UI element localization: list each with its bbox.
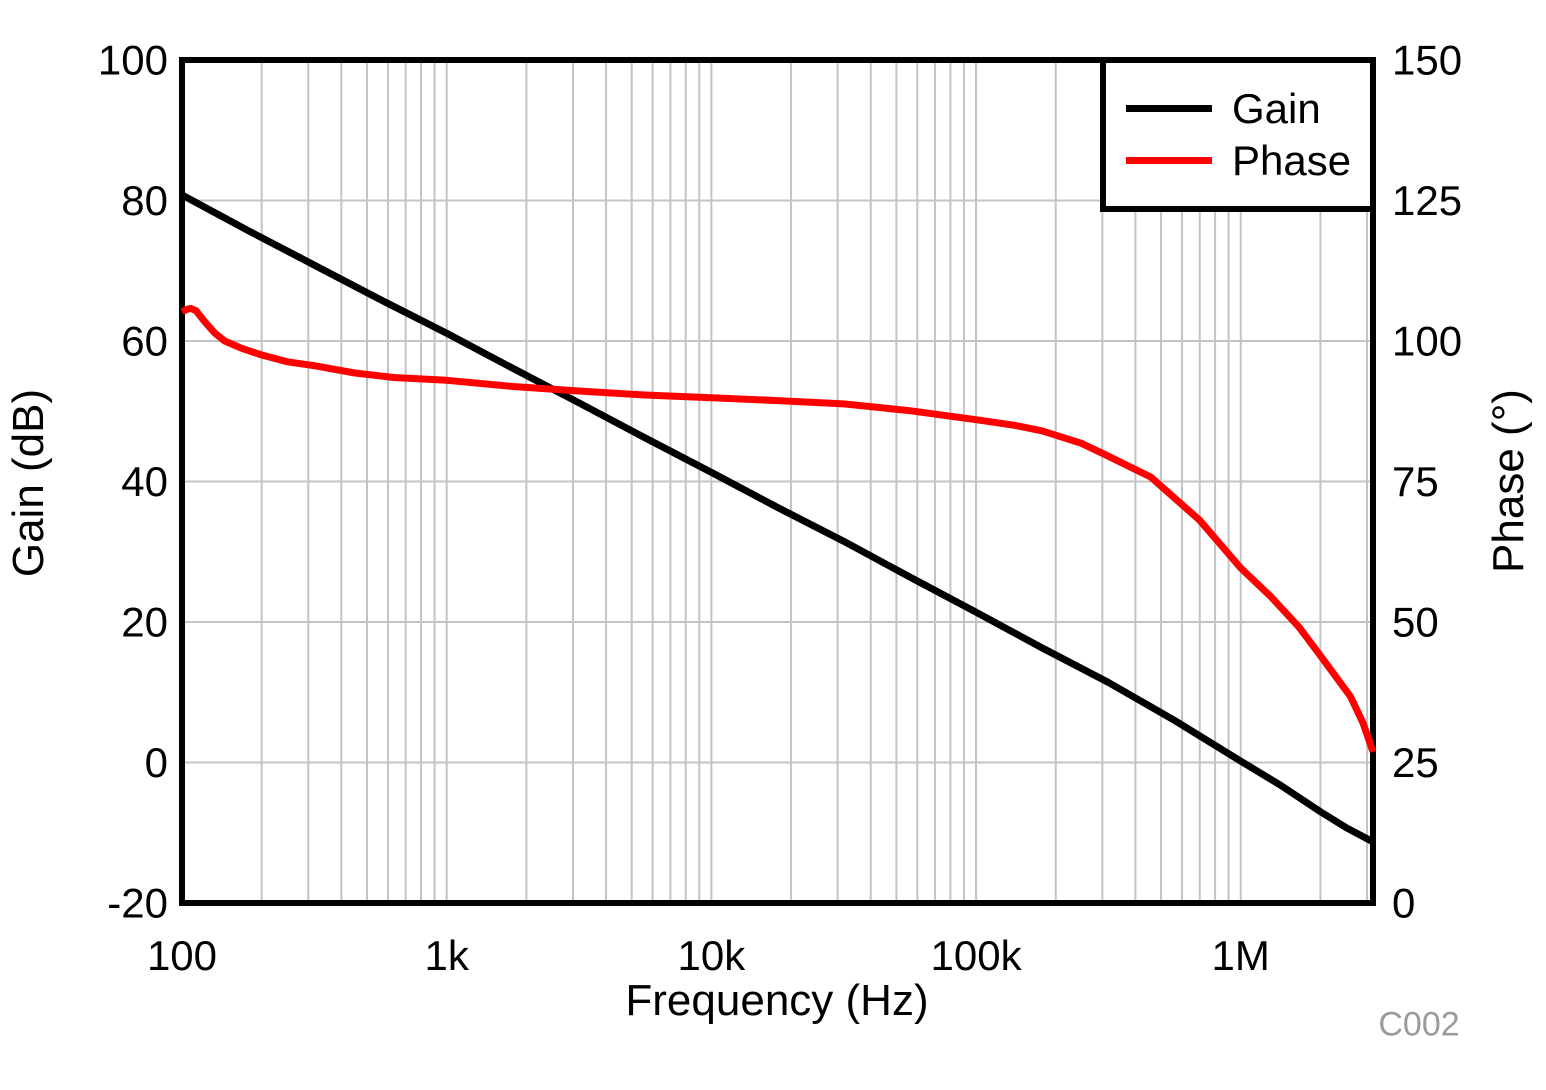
watermark: C002 xyxy=(1378,1005,1460,1044)
legend-row-phase: Phase xyxy=(1126,139,1370,183)
x-tick-label: 100 xyxy=(147,932,217,979)
right-tick-label: 50 xyxy=(1392,599,1439,646)
right-axis-title: Phase (°) xyxy=(1484,389,1533,573)
x-tick-label: 100k xyxy=(931,932,1023,979)
x-tick-label: 10k xyxy=(678,932,747,979)
x-axis-title: Frequency (Hz) xyxy=(625,976,929,1025)
left-tick-label: 0 xyxy=(145,739,168,786)
legend-label-phase: Phase xyxy=(1232,136,1352,184)
left-tick-label: 60 xyxy=(121,318,168,365)
left-tick-label: 80 xyxy=(121,177,168,224)
legend: Gain Phase xyxy=(1100,57,1376,212)
left-tick-label: 100 xyxy=(98,37,168,84)
right-tick-label: 25 xyxy=(1392,739,1439,786)
left-tick-label: 20 xyxy=(121,599,168,646)
right-tick-label: 75 xyxy=(1392,458,1439,505)
plot-frame xyxy=(179,57,1376,906)
right-tick-label: 125 xyxy=(1392,177,1462,224)
x-tick-label: 1M xyxy=(1212,932,1270,979)
phase-line-swatch-icon xyxy=(1126,157,1212,164)
right-tick-label: 0 xyxy=(1392,880,1415,927)
left-axis-title: Gain (dB) xyxy=(4,388,53,578)
gain-line-swatch-icon xyxy=(1126,105,1212,112)
legend-row-gain: Gain xyxy=(1126,87,1370,131)
phase-curve xyxy=(180,304,1377,753)
right-tick-label: 150 xyxy=(1392,37,1462,84)
legend-label-gain: Gain xyxy=(1232,84,1321,132)
right-tick-label: 100 xyxy=(1392,318,1462,365)
left-tick-label: 40 xyxy=(121,458,168,505)
x-tick-label: 1k xyxy=(425,932,470,979)
gain-curve xyxy=(180,191,1375,845)
left-tick-label: -20 xyxy=(107,880,168,927)
